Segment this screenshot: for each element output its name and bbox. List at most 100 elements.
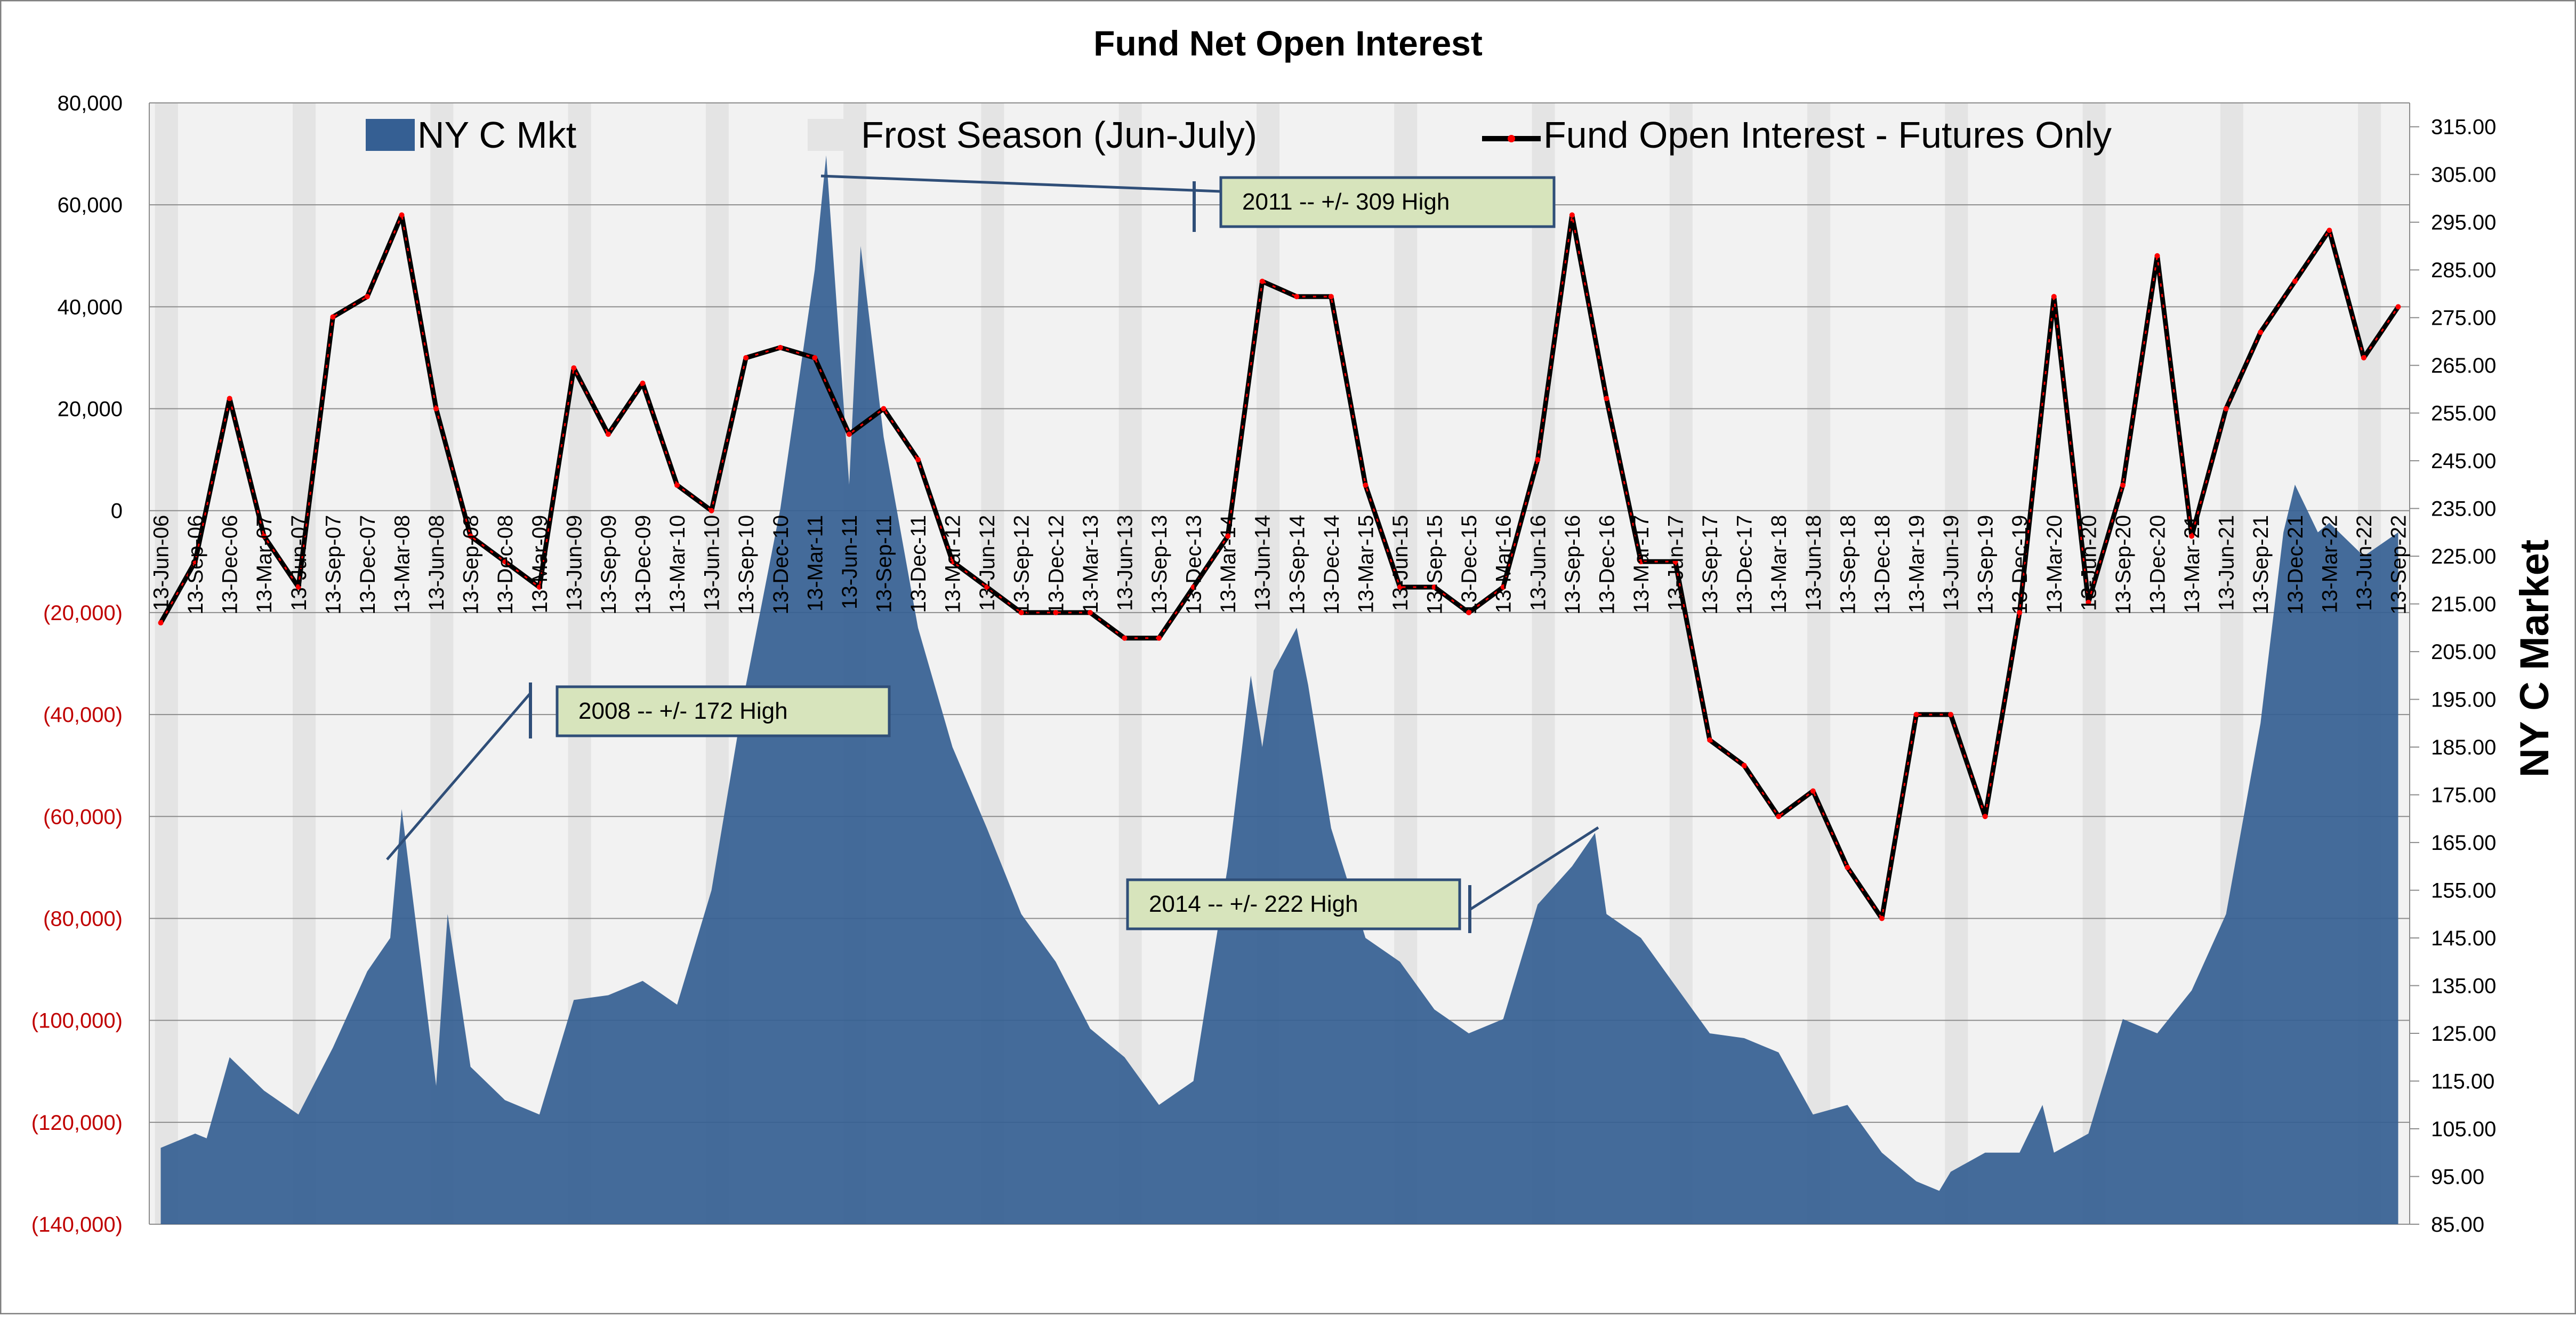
line-point-44 xyxy=(1672,559,1678,565)
x-tick-label: 13-Dec-08 xyxy=(494,515,517,615)
left-tick-label: (120,000) xyxy=(31,1111,123,1135)
line-point-29 xyxy=(1156,635,1162,641)
line-point-24 xyxy=(984,584,990,590)
x-tick-label: 13-Mar-20 xyxy=(2043,515,2066,614)
left-tick-label: (80,000) xyxy=(43,907,123,930)
frost-band-2013 xyxy=(1118,103,1142,1224)
x-tick-label: 13-Jun-19 xyxy=(1939,515,1963,611)
legend-swatch-frost xyxy=(808,119,857,151)
x-tick-label: 13-Mar-22 xyxy=(2318,515,2341,614)
line-point-45 xyxy=(1707,737,1713,743)
left-tick-label: 80,000 xyxy=(58,92,123,115)
right-tick-label: 235.00 xyxy=(2431,497,2496,521)
x-tick-label: 13-Dec-17 xyxy=(1733,515,1757,615)
line-point-25 xyxy=(1018,609,1024,615)
right-tick-label: 115.00 xyxy=(2431,1070,2494,1094)
x-tick-label: 13-Sep-12 xyxy=(1010,515,1034,615)
left-tick-label: (140,000) xyxy=(31,1213,123,1236)
legend-label-frost: Frost Season (Jun-July) xyxy=(861,114,1257,156)
line-point-46 xyxy=(1741,762,1747,768)
right-tick-label: 175.00 xyxy=(2431,784,2496,807)
x-tick-label: 13-Mar-18 xyxy=(1767,515,1791,614)
frost-band-2019 xyxy=(1945,103,1968,1224)
line-point-20 xyxy=(846,431,852,437)
x-tick-label: 13-Jun-20 xyxy=(2077,515,2100,611)
x-tick-label: 13-Jun-13 xyxy=(1113,515,1137,611)
x-tick-label: 13-Mar-10 xyxy=(666,515,689,614)
line-point-0 xyxy=(158,620,164,626)
line-point-6 xyxy=(364,294,370,300)
x-tick-label: 13-Mar-17 xyxy=(1630,515,1653,614)
x-tick-label: 13-Jun-12 xyxy=(976,515,999,611)
x-tick-label: 13-Sep-10 xyxy=(735,515,758,615)
line-point-5 xyxy=(330,314,336,320)
x-tick-label: 13-Jun-22 xyxy=(2353,515,2376,611)
line-point-50 xyxy=(1879,916,1885,921)
frost-band-2007 xyxy=(293,103,316,1224)
right-tick-label: 135.00 xyxy=(2431,975,2496,998)
annotation-leader-0 xyxy=(820,174,1221,193)
right-axis-title: NY C Market xyxy=(2512,540,2557,777)
x-tick-label: 13-Sep-18 xyxy=(1836,515,1859,615)
line-point-55 xyxy=(2051,294,2057,300)
x-tick-label: 13-Sep-07 xyxy=(321,515,345,615)
line-point-22 xyxy=(915,457,921,463)
line-point-47 xyxy=(1776,814,1782,820)
line-point-31 xyxy=(1225,533,1231,539)
x-tick-label: 13-Dec-18 xyxy=(1871,515,1894,615)
line-point-37 xyxy=(1431,584,1437,590)
x-tick-label: 13-Mar-11 xyxy=(803,515,827,612)
line-point-32 xyxy=(1259,278,1265,284)
x-tick-label: 13-Mar-09 xyxy=(528,515,552,614)
line-point-65 xyxy=(2395,304,2401,310)
x-tick-label: 13-Mar-14 xyxy=(1217,515,1240,614)
annotation-label: 2014 -- +/- 222 High xyxy=(1149,891,1358,917)
frost-band-2018 xyxy=(1807,103,1831,1224)
x-tick-label: 13-Mar-13 xyxy=(1079,515,1102,614)
x-tick-label: 13-Jun-11 xyxy=(838,515,862,609)
line-point-52 xyxy=(1948,712,1954,718)
right-tick-label: 185.00 xyxy=(2431,736,2496,759)
line-point-17 xyxy=(743,355,749,360)
right-tick-label: 265.00 xyxy=(2431,354,2496,378)
right-tick-label: 255.00 xyxy=(2431,402,2496,425)
line-point-28 xyxy=(1122,635,1128,641)
x-tick-label: 13-Dec-16 xyxy=(1595,515,1619,615)
line-point-39 xyxy=(1500,584,1506,590)
x-tick-label: 13-Sep-19 xyxy=(1974,515,1998,615)
chart-title: Fund Net Open Interest xyxy=(1093,23,1483,63)
line-point-9 xyxy=(468,533,473,539)
right-tick-label: 195.00 xyxy=(2431,688,2496,712)
right-tick-label: 245.00 xyxy=(2431,449,2496,473)
line-point-30 xyxy=(1190,584,1196,590)
annotation-box-0 xyxy=(1219,176,1556,228)
x-tick-label: 13-Mar-08 xyxy=(391,515,414,614)
left-tick-label: (40,000) xyxy=(43,703,123,727)
x-tick-label: 13-Sep-15 xyxy=(1423,515,1447,615)
x-tick-label: 13-Sep-13 xyxy=(1148,515,1171,615)
right-tick-label: 85.00 xyxy=(2431,1213,2484,1236)
line-point-35 xyxy=(1363,482,1368,488)
left-tick-label: 60,000 xyxy=(58,194,123,217)
line-point-11 xyxy=(536,584,542,590)
x-tick-label: 13-Sep-16 xyxy=(1561,515,1584,615)
x-tick-label: 13-Dec-10 xyxy=(769,515,793,615)
x-tick-label: 13-Jun-08 xyxy=(425,515,448,611)
right-tick-label: 105.00 xyxy=(2431,1118,2496,1141)
line-point-60 xyxy=(2223,406,2229,412)
line-point-63 xyxy=(2327,227,2332,233)
annotation-leader-1 xyxy=(386,692,532,861)
line-point-26 xyxy=(1053,609,1059,615)
line-point-15 xyxy=(674,482,680,488)
line-point-1 xyxy=(192,559,198,565)
line-point-18 xyxy=(777,344,783,350)
x-tick-label: 13-Jun-17 xyxy=(1664,515,1688,611)
annotation-label: 2008 -- +/- 172 High xyxy=(578,698,788,724)
x-tick-label: 13-Mar-12 xyxy=(941,515,965,614)
legend-label-fund-oi: Fund Open Interest - Futures Only xyxy=(1543,114,2112,156)
x-tick-label: 13-Jun-06 xyxy=(150,515,173,611)
annotation-leader-2 xyxy=(1469,826,1599,911)
x-tick-label: 13-Dec-12 xyxy=(1044,515,1068,615)
x-tick-label: 13-Jun-15 xyxy=(1389,515,1412,611)
left-tick-label: (100,000) xyxy=(31,1009,123,1033)
